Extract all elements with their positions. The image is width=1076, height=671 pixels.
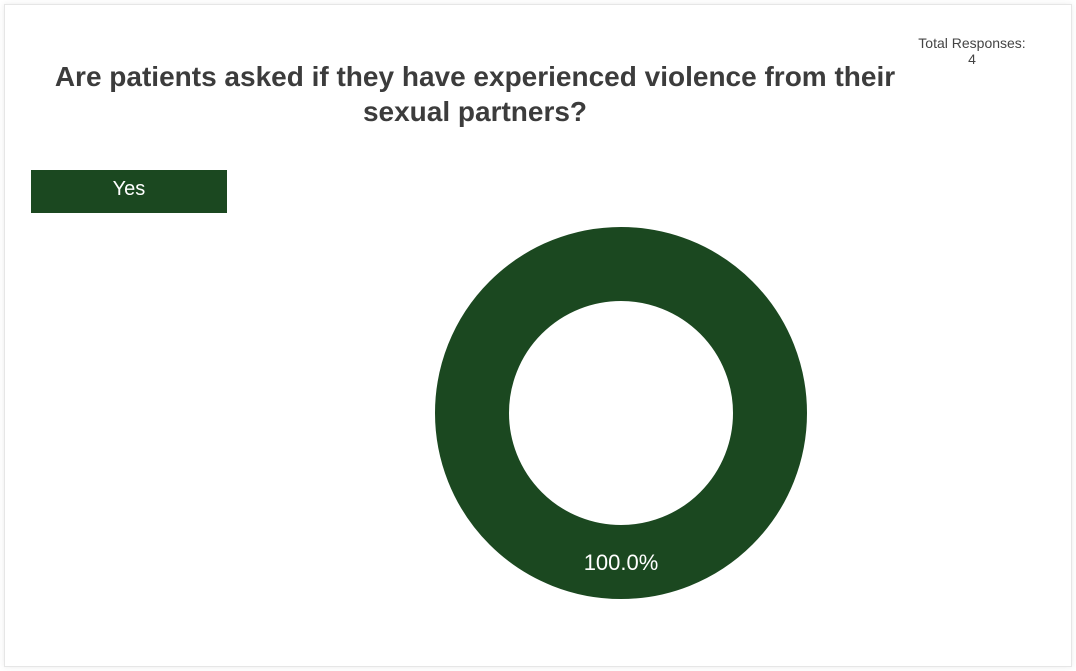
total-responses-label: Total Responses: [918,35,1026,51]
chart-card: 100.0% Are patients asked if they have e… [4,4,1072,667]
total-responses: Total Responses: 4 [887,35,1057,67]
chart-title: Are patients asked if they have experien… [54,61,896,127]
donut-slice-yes [435,227,807,599]
total-responses-value: 4 [968,51,976,67]
legend: Yes [31,170,227,213]
donut-chart: 100.0% [435,227,807,599]
slice-data-label: 100.0% [584,550,659,575]
legend-item-yes: Yes [31,170,227,213]
